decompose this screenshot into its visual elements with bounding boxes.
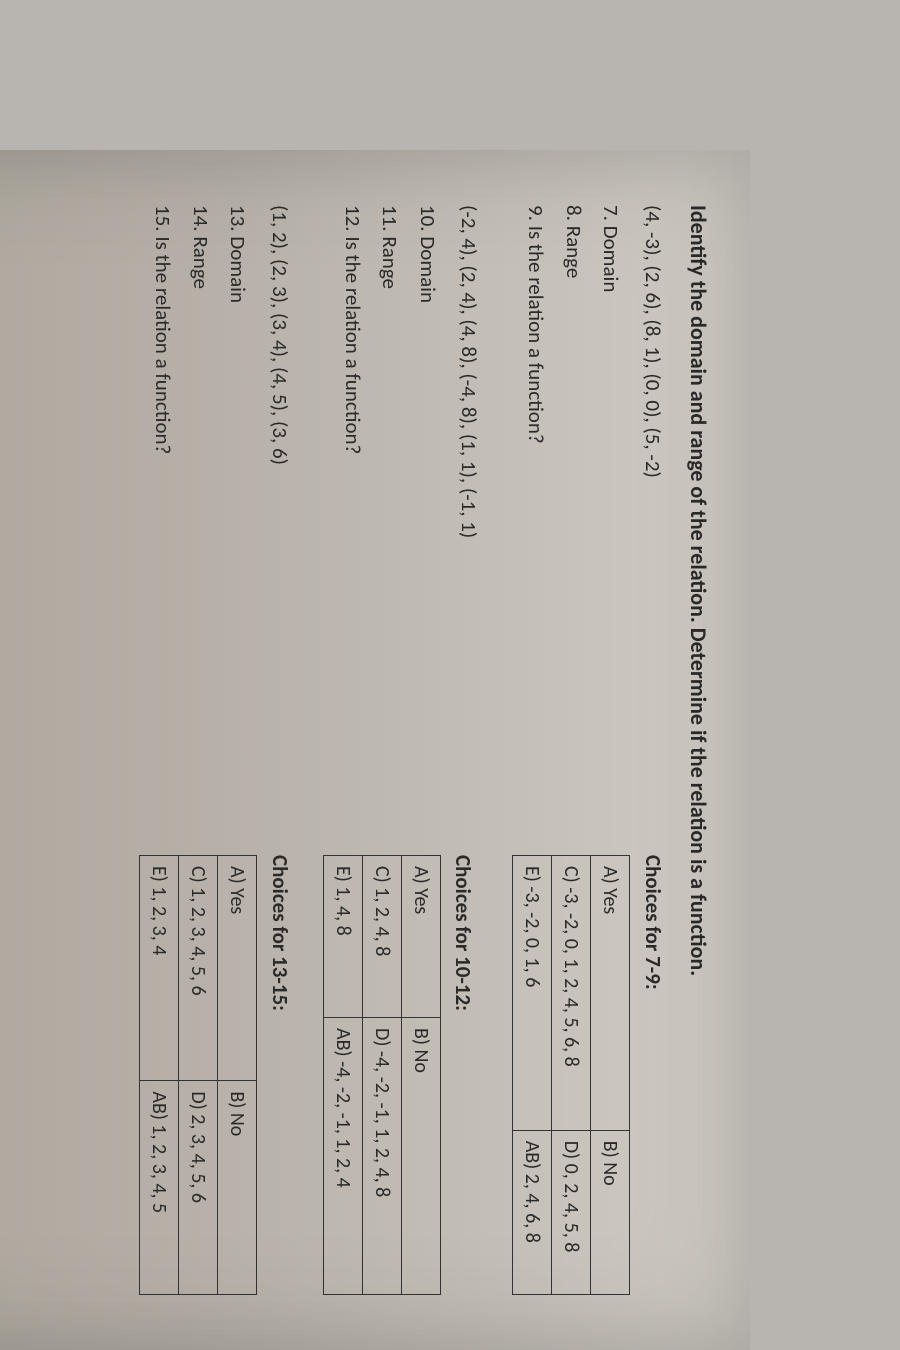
choice-cell: D) -4, -2, -1, 1, 2, 4, 8 (363, 1018, 402, 1295)
choice-cell: AB) -4, -2, -1, 1, 2, 4 (324, 1018, 363, 1295)
set1-choices-table: A) Yes B) No C) -3, -2, 0, 1, 2, 4, 5, 6… (513, 855, 631, 1295)
q8: 8. Range (558, 205, 590, 825)
choice-cell: AB) 1, 2, 3, 4, 5 (140, 1081, 179, 1295)
set2-choices-block: Choices for 10-12: A) Yes B) No C) 1, 2,… (323, 855, 485, 1310)
set3-relation: (1, 2), (2, 3), (3, 4), (4, 5), (3, 6) (264, 205, 296, 825)
choice-cell: C) 1, 2, 3, 4, 5, 6 (179, 856, 218, 1081)
q12: 12. Is the relation a function? (337, 205, 369, 825)
problem-set-7-9: (4, -3), (2, 6), (8, 1), (0, 0), (5, -2)… (513, 205, 669, 1310)
choice-cell: C) -3, -2, 0, 1, 2, 4, 5, 6, 8 (552, 856, 591, 1131)
choice-cell: B) No (591, 1130, 630, 1294)
set2-relation: (-2, 4), (2, 4), (4, 8), (-4, 8), (1, 1)… (453, 205, 485, 825)
choice-cell: A) Yes (218, 856, 257, 1081)
choice-cell: B) No (218, 1081, 257, 1295)
set1-choices-title: Choices for 7-9: (637, 855, 669, 1310)
q9: 9. Is the relation a function? (520, 205, 552, 825)
choice-cell: D) 2, 3, 4, 5, 6 (179, 1081, 218, 1295)
worksheet-page: Identify the domain and range of the rel… (0, 150, 750, 1350)
choice-cell: C) 1, 2, 4, 8 (363, 856, 402, 1018)
q14: 14. Range (185, 205, 217, 825)
instruction-text: Identify the domain and range of the rel… (682, 205, 715, 1310)
q11: 11. Range (374, 205, 406, 825)
set2-choices-table: A) Yes B) No C) 1, 2, 4, 8 D) -4, -2, -1… (323, 855, 441, 1295)
choice-cell: E) 1, 2, 3, 4 (140, 856, 179, 1081)
problem-set-13-15: (1, 2), (2, 3), (3, 4), (4, 5), (3, 6) 1… (140, 205, 296, 1310)
set3-choices-block: Choices for 13-15: A) Yes B) No C) 1, 2,… (140, 855, 296, 1310)
q13: 13. Domain (222, 205, 254, 825)
q15: 15. Is the relation a function? (147, 205, 179, 825)
choice-cell: A) Yes (402, 856, 441, 1018)
set2-questions: (-2, 4), (2, 4), (4, 8), (-4, 8), (1, 1)… (331, 205, 485, 825)
set3-choices-title: Choices for 13-15: (264, 855, 296, 1310)
choice-cell: AB) 2, 4, 6, 8 (513, 1130, 552, 1294)
choice-cell: E) -3, -2, 0, 1, 6 (513, 856, 552, 1131)
choice-cell: B) No (402, 1018, 441, 1295)
choice-cell: D) 0, 2, 4, 5, 8 (552, 1130, 591, 1294)
set1-relation: (4, -3), (2, 6), (8, 1), (0, 0), (5, -2) (637, 205, 669, 825)
set2-choices-title: Choices for 10-12: (447, 855, 479, 1310)
set1-questions: (4, -3), (2, 6), (8, 1), (0, 0), (5, -2)… (514, 205, 668, 825)
q10: 10. Domain (412, 205, 444, 825)
set3-choices-table: A) Yes B) No C) 1, 2, 3, 4, 5, 6 D) 2, 3… (140, 855, 258, 1295)
q7: 7. Domain (595, 205, 627, 825)
choice-cell: E) 1, 4, 8 (324, 856, 363, 1018)
set3-questions: (1, 2), (2, 3), (3, 4), (4, 5), (3, 6) 1… (141, 205, 295, 825)
problem-set-10-12: (-2, 4), (2, 4), (4, 8), (-4, 8), (1, 1)… (323, 205, 485, 1310)
set1-choices-block: Choices for 7-9: A) Yes B) No C) -3, -2,… (513, 855, 669, 1310)
choice-cell: A) Yes (591, 856, 630, 1131)
